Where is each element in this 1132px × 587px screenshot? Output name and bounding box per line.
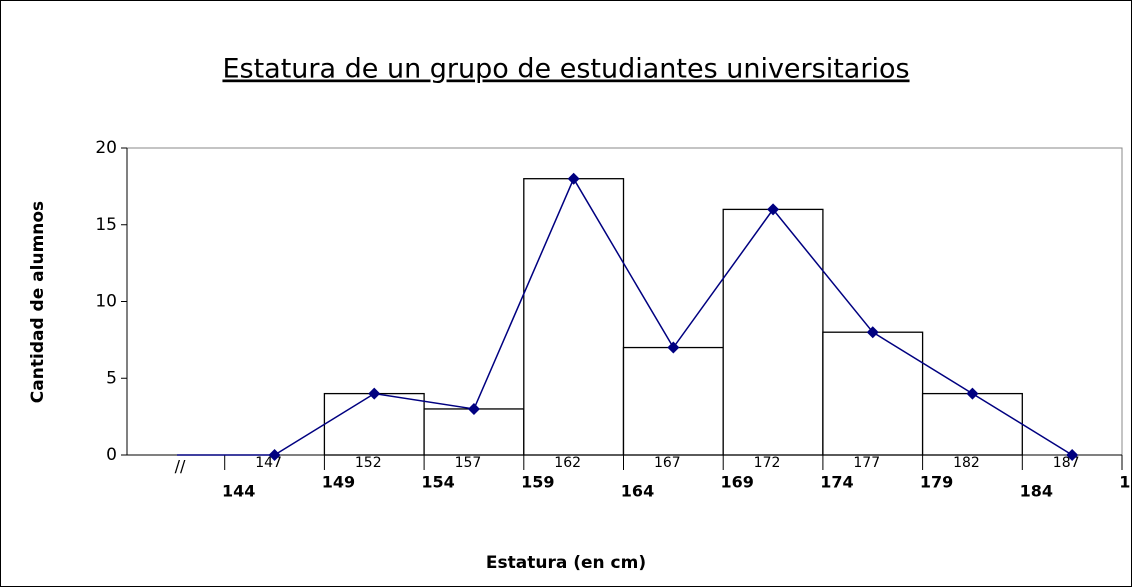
bin-edge-label: 154 xyxy=(421,473,454,492)
polygon-marker xyxy=(966,387,979,400)
polygon-marker xyxy=(767,203,780,216)
polygon-marker xyxy=(268,449,281,461)
bin-edge-label: 144 xyxy=(222,482,255,501)
x-tick-label: 167 xyxy=(654,455,681,471)
polygon-marker xyxy=(467,402,480,415)
x-tick-label: 152 xyxy=(355,455,382,471)
bin-edge-label: 169 xyxy=(720,473,753,492)
polygon-marker xyxy=(1066,449,1079,461)
polygon-marker xyxy=(567,172,580,185)
x-tick-label: 182 xyxy=(953,455,980,471)
y-axis-label: Cantidad de alumnos xyxy=(28,201,48,403)
bar xyxy=(622,346,724,456)
bar xyxy=(722,208,824,456)
y-tick-label: 20 xyxy=(95,138,117,158)
bar xyxy=(822,331,924,456)
chart-title: Estatura de un grupo de estudiantes univ… xyxy=(222,54,909,85)
bin-edge-label: 149 xyxy=(322,473,355,492)
bar xyxy=(423,408,525,456)
x-tick-label: 162 xyxy=(554,455,581,471)
x-tick-label: 177 xyxy=(853,455,880,471)
x-axis-label: Estatura (en cm) xyxy=(486,553,646,573)
y-tick-label: 5 xyxy=(106,368,117,388)
bin-edge-label: 189 xyxy=(1119,473,1132,492)
bar xyxy=(323,392,425,456)
polygon-marker xyxy=(667,341,680,354)
polygon-marker xyxy=(368,387,381,400)
bin-edge-label: 159 xyxy=(521,473,554,492)
y-tick-label: 15 xyxy=(95,215,117,235)
bar xyxy=(921,392,1023,456)
polygon-marker xyxy=(866,326,879,339)
y-tick-label: 0 xyxy=(106,445,117,465)
axis-break: // xyxy=(175,457,186,476)
bin-edge-label: 184 xyxy=(1020,482,1053,501)
bar xyxy=(523,178,625,456)
y-tick-label: 10 xyxy=(95,292,117,312)
x-tick-label: 157 xyxy=(455,455,482,471)
x-tick-label: 172 xyxy=(754,455,781,471)
bin-edge-label: 179 xyxy=(920,473,953,492)
bin-edge-label: 174 xyxy=(820,473,853,492)
bin-edge-label: 164 xyxy=(621,482,654,501)
